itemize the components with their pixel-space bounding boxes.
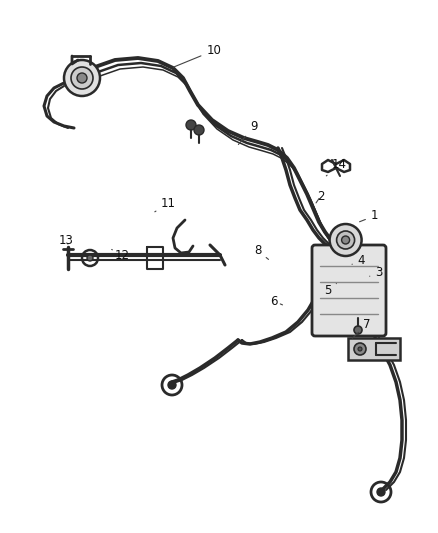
Text: 2: 2 <box>316 190 325 203</box>
Circle shape <box>64 60 100 96</box>
Text: 9: 9 <box>238 120 258 144</box>
Text: 7: 7 <box>353 318 371 338</box>
Text: 13: 13 <box>59 235 74 247</box>
Text: 3: 3 <box>370 266 382 279</box>
Text: 12: 12 <box>112 249 130 262</box>
Circle shape <box>354 343 366 355</box>
Bar <box>348 338 400 360</box>
Text: 6: 6 <box>270 295 283 308</box>
Text: 5: 5 <box>324 284 336 297</box>
Circle shape <box>77 73 87 83</box>
Circle shape <box>71 67 93 89</box>
Circle shape <box>354 326 362 334</box>
Circle shape <box>342 236 350 244</box>
Circle shape <box>168 381 176 389</box>
Circle shape <box>194 125 204 135</box>
Text: 4: 4 <box>352 254 365 266</box>
Circle shape <box>358 347 362 351</box>
Text: 1: 1 <box>360 209 378 222</box>
Circle shape <box>377 488 385 496</box>
Circle shape <box>336 231 355 249</box>
Circle shape <box>330 224 362 256</box>
Text: 8: 8 <box>254 244 268 260</box>
Text: 11: 11 <box>155 197 176 212</box>
Text: 14: 14 <box>326 158 347 176</box>
FancyBboxPatch shape <box>312 245 386 336</box>
Circle shape <box>186 120 196 130</box>
Text: 10: 10 <box>173 44 221 67</box>
Circle shape <box>87 255 93 261</box>
